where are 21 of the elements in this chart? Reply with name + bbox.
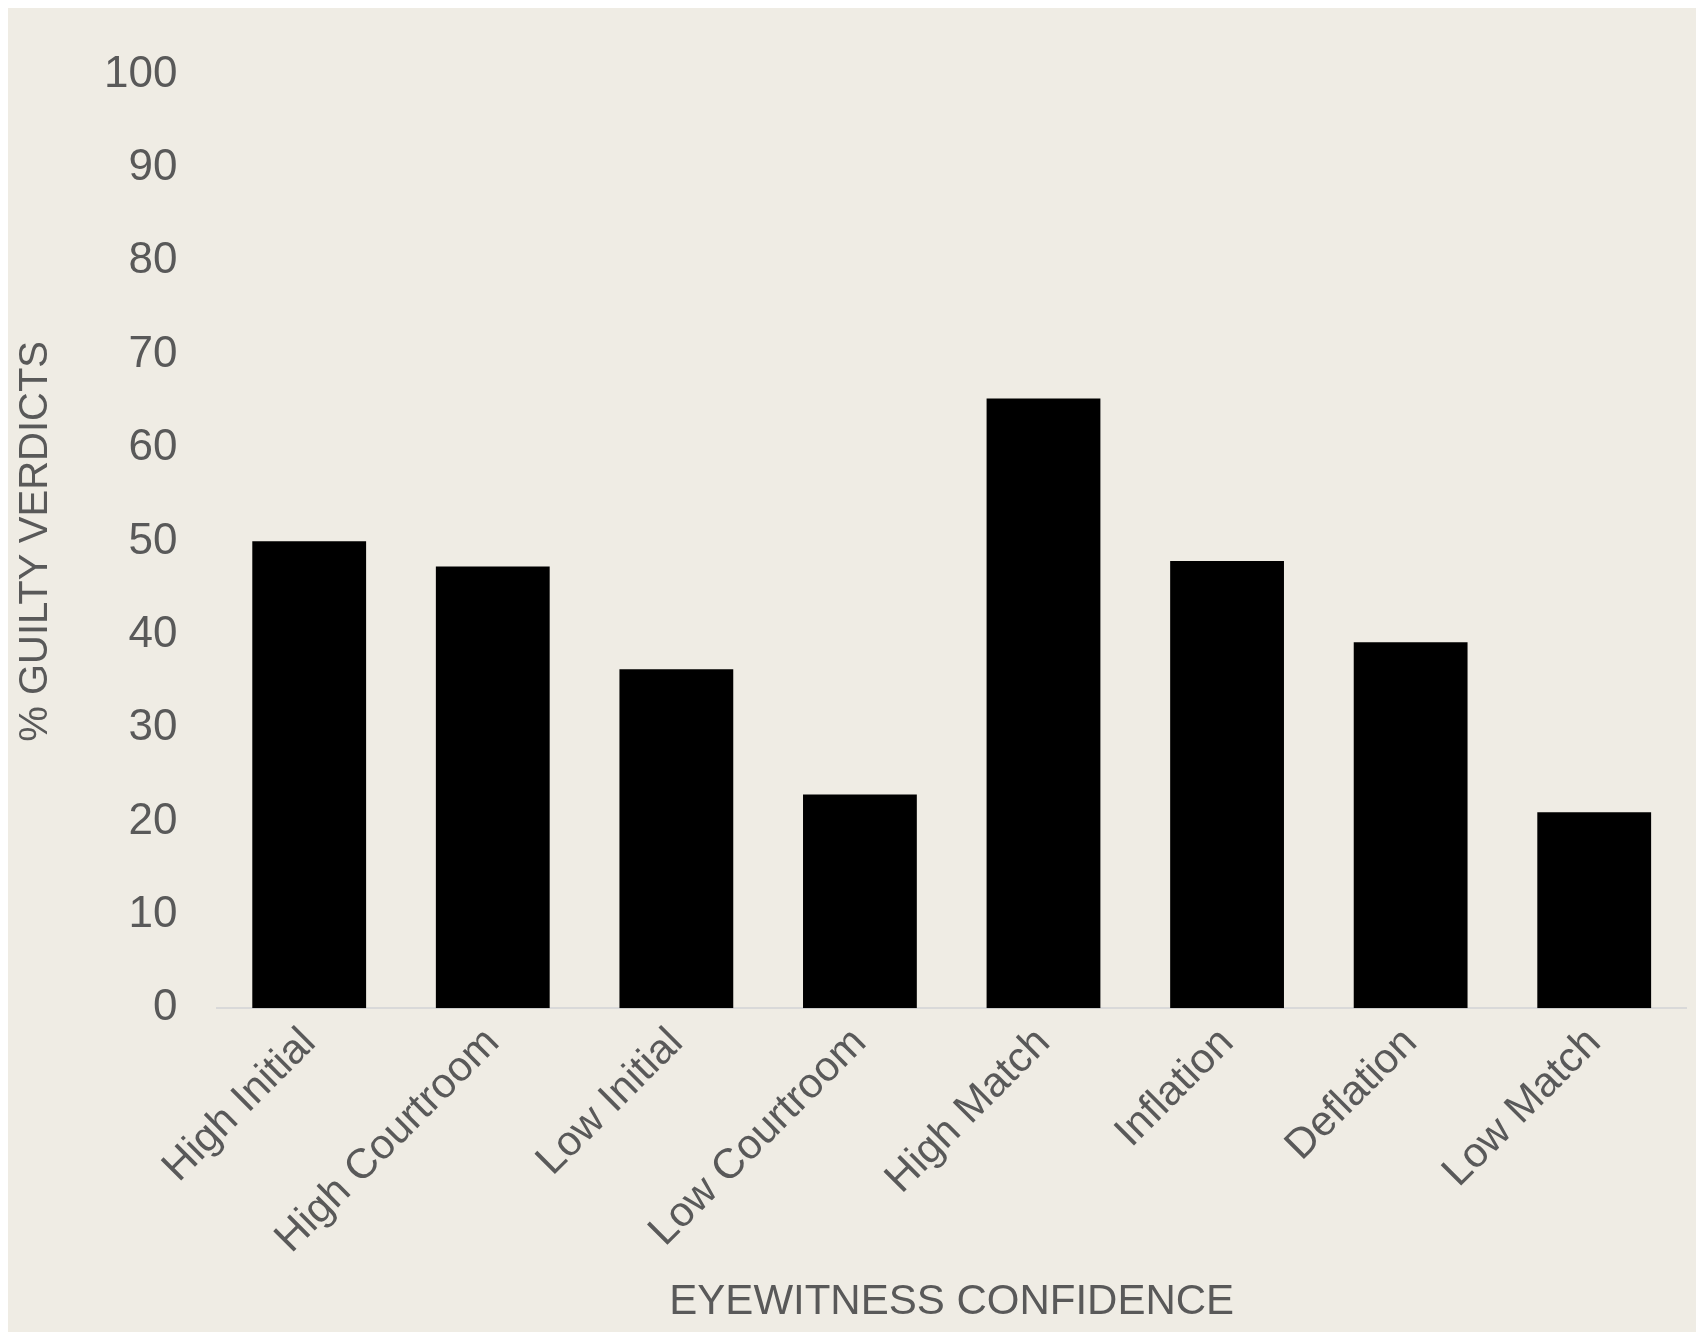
- bar: [435, 566, 550, 1009]
- bar: [803, 794, 917, 1009]
- y-tick-label: 80: [128, 233, 178, 283]
- bar: [1170, 560, 1284, 1009]
- bar: [1353, 642, 1468, 1009]
- y-tick-label: 30: [128, 700, 178, 750]
- bar: [986, 398, 1101, 1009]
- bar: [252, 541, 367, 1009]
- y-tick-label: 50: [128, 513, 178, 563]
- y-tick-label: 100: [103, 46, 178, 96]
- y-tick-label: 40: [128, 606, 178, 656]
- y-tick-label: 10: [128, 887, 178, 937]
- y-axis-title: % GUILTY VERDICTS: [11, 340, 56, 742]
- x-axis-title: EYEWITNESS CONFIDENCE: [669, 1276, 1235, 1324]
- y-tick-label: 90: [128, 139, 178, 189]
- y-tick-label: 20: [128, 793, 178, 843]
- y-tick-label: 60: [128, 420, 178, 470]
- y-tick-label: 0: [152, 980, 178, 1030]
- bar: [619, 669, 734, 1009]
- y-tick-label: 70: [128, 326, 178, 376]
- bar: [1537, 812, 1652, 1009]
